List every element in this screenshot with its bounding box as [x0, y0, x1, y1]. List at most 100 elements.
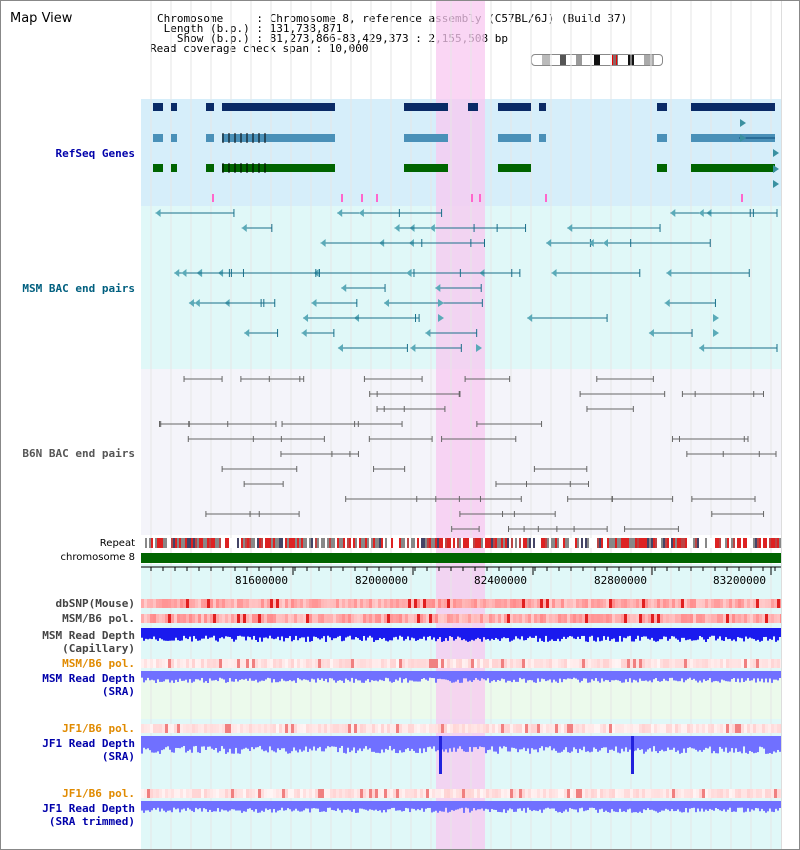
polymorphism-cell — [549, 599, 552, 608]
read-depth-bar — [663, 736, 665, 752]
polymorphism-cell — [744, 789, 747, 798]
read-depth-bar — [505, 671, 507, 683]
read-depth-bar — [497, 628, 499, 640]
read-depth-bar — [455, 801, 457, 810]
repeat-block — [147, 538, 149, 548]
read-depth-bar — [209, 671, 211, 679]
polymorphism-cell — [762, 599, 765, 608]
polymorphism-cell — [513, 789, 516, 798]
read-depth-bar — [351, 801, 353, 812]
polymorphism-cell — [279, 614, 282, 623]
polymorphism-cell — [276, 789, 279, 798]
polymorphism-cell — [549, 659, 552, 668]
polymorphism-cell — [153, 659, 156, 668]
polymorphism-cell — [723, 659, 726, 668]
repeat-block — [713, 538, 715, 548]
polymorphism-cell — [537, 599, 540, 608]
polymorphism-cell — [162, 724, 165, 733]
repeat-block — [295, 538, 297, 548]
polymorphism-cell — [585, 614, 588, 623]
repeat-block — [743, 538, 745, 548]
polymorphism-cell — [750, 614, 753, 623]
repeat-block — [191, 538, 193, 548]
read-depth-bar — [383, 801, 385, 811]
read-depth-bar — [457, 628, 459, 637]
read-depth-bar — [253, 736, 255, 750]
read-depth-bar — [733, 736, 735, 753]
polymorphism-cell — [720, 614, 723, 623]
polymorphism-cell — [648, 614, 651, 623]
repeat-block — [395, 538, 397, 548]
read-depth-bar — [599, 736, 601, 751]
read-depth-bar — [293, 736, 295, 748]
polymorphism-cell — [240, 789, 243, 798]
read-depth-bar — [167, 671, 169, 680]
polymorphism-cell — [291, 614, 294, 623]
repeat-block — [711, 538, 713, 548]
read-depth-bar — [167, 801, 169, 811]
polymorphism-cell — [270, 789, 273, 798]
vertical-scrollbar[interactable] — [781, 1, 799, 849]
polymorphism-cell — [579, 724, 582, 733]
read-depth-bar — [319, 736, 321, 747]
polymorphism-cell — [600, 789, 603, 798]
polymorphism-cell — [231, 614, 234, 623]
polymorphism-cell — [375, 724, 378, 733]
msm-bac-end — [358, 209, 364, 217]
gene-exon — [657, 134, 667, 142]
repeat-block — [593, 538, 595, 548]
polymorphism-cell — [627, 599, 630, 608]
read-depth-bar — [709, 671, 711, 679]
read-depth-bar — [511, 671, 513, 683]
read-depth-bar — [515, 801, 517, 812]
repeat-block — [651, 538, 653, 548]
read-depth-bar — [653, 801, 655, 811]
read-depth-bar — [369, 736, 371, 749]
read-depth-bar — [267, 628, 269, 639]
read-depth-bar — [153, 801, 155, 809]
polymorphism-cell — [369, 659, 372, 668]
repeat-block — [143, 538, 145, 548]
read-depth-bar — [281, 801, 283, 808]
read-depth-bar — [631, 671, 633, 683]
read-depth-bar — [203, 736, 205, 747]
read-depth-bar — [231, 671, 233, 682]
polymorphism-cell — [312, 789, 315, 798]
msm-bac-end — [320, 239, 326, 247]
read-depth-bar — [393, 671, 395, 682]
read-depth-bar — [713, 671, 715, 682]
polymorphism-cell — [756, 659, 759, 668]
read-depth-bar — [271, 736, 273, 751]
polymorphism-cell — [615, 724, 618, 733]
polymorphism-cell — [684, 614, 687, 623]
repeat-block — [173, 538, 175, 548]
read-depth-bar — [359, 628, 361, 640]
polymorphism-cell — [321, 659, 324, 668]
repeat-block — [701, 538, 703, 548]
axis-tick-label: 81600000 — [235, 574, 288, 587]
polymorphism-cell — [471, 659, 474, 668]
polymorphism-cell — [603, 789, 606, 798]
polymorphism-cell — [486, 724, 489, 733]
polymorphism-cell — [468, 599, 471, 608]
read-depth-bar — [761, 628, 763, 641]
polymorphism-cell — [462, 724, 465, 733]
repeat-block — [639, 538, 641, 548]
read-depth-bar — [689, 671, 691, 678]
polymorphism-cell — [438, 599, 441, 608]
polymorphism-cell — [195, 659, 198, 668]
repeat-block — [301, 538, 303, 548]
polymorphism-cell — [519, 599, 522, 608]
polymorphism-cell — [336, 659, 339, 668]
read-depth-bar — [423, 801, 425, 812]
read-depth-bar — [449, 628, 451, 637]
read-depth-bar — [453, 628, 455, 641]
polymorphism-cell — [393, 599, 396, 608]
polymorphism-cell — [294, 614, 297, 623]
read-depth-bar — [497, 801, 499, 812]
repeat-block — [731, 538, 733, 548]
polymorphism-cell — [654, 599, 657, 608]
read-depth-bar — [339, 801, 341, 811]
msm-bac-end — [670, 209, 676, 217]
repeat-block — [481, 538, 483, 548]
